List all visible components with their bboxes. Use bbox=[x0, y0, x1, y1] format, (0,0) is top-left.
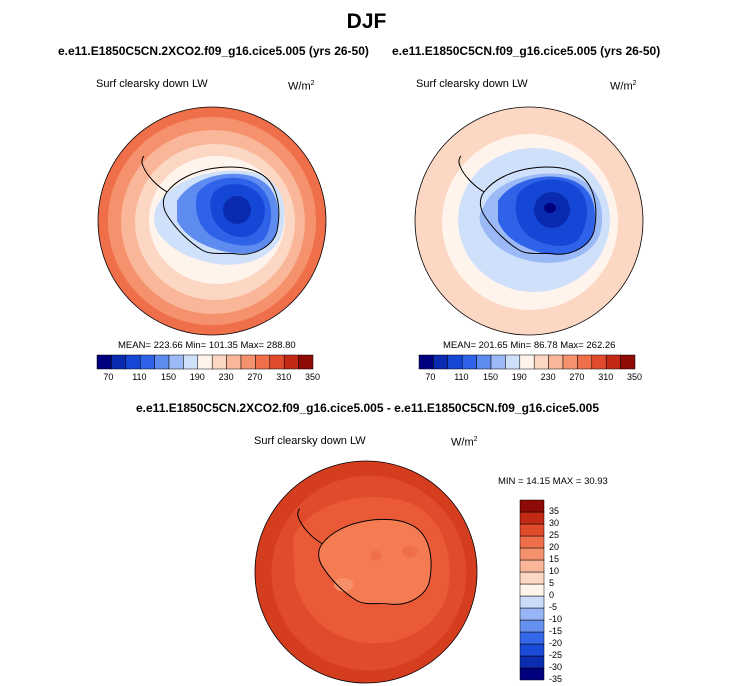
panel1-colorbar-swatch bbox=[168, 354, 184, 370]
panel2-colorbar-swatch bbox=[476, 354, 492, 370]
panel1-colorbar-swatch bbox=[298, 354, 314, 370]
panel3-stats: MIN = 14.15 MAX = 30.93 bbox=[498, 476, 608, 487]
panel2-polar-map bbox=[414, 106, 644, 336]
panel2-colorbar-swatch bbox=[548, 354, 564, 370]
panel3-colorbar-tick-label: -10 bbox=[549, 614, 563, 624]
panel2-case-title: e.e11.E1850C5CN.f09_g16.cice5.005 (yrs 2… bbox=[392, 44, 661, 58]
panel3-colorbar-swatch bbox=[519, 499, 545, 513]
panel2-colorbar-tick-label: 70 bbox=[425, 372, 436, 382]
panel3-colorbar-tick-label: -5 bbox=[549, 602, 558, 612]
panel2-colorbar-swatch bbox=[577, 354, 593, 370]
panel1-colorbar-swatch bbox=[125, 354, 141, 370]
panel3-case-title: e.e11.E1850C5CN.2XCO2.f09_g16.cice5.005 … bbox=[136, 401, 599, 415]
panel3-colorbar-tick-label: 10 bbox=[549, 566, 560, 576]
panel3-units: W/m2 bbox=[451, 436, 478, 449]
panel2-stats: MEAN= 201.65 Min= 86.78 Max= 262.26 bbox=[443, 340, 616, 351]
panel3-colorbar-tick-label: 5 bbox=[549, 578, 555, 588]
panel2-colorbar-swatch bbox=[533, 354, 549, 370]
panel1-colorbar-swatch bbox=[154, 354, 170, 370]
panel3-colorbar-tick-label: 35 bbox=[549, 506, 560, 516]
panel1-case-title: e.e11.E1850C5CN.2XCO2.f09_g16.cice5.005 … bbox=[58, 44, 369, 58]
panel2-colorbar-tick-label: 310 bbox=[598, 372, 614, 382]
panel3-colorbar-swatch bbox=[519, 559, 545, 573]
panel3-colorbar-tick-label: 25 bbox=[549, 530, 560, 540]
panel3-variable-label: Surf clearsky down LW bbox=[254, 435, 366, 447]
panel2-colorbar-swatch bbox=[505, 354, 521, 370]
panel1-variable-label: Surf clearsky down LW bbox=[96, 78, 208, 90]
panel2-colorbar-ticks: 70 110 150 190 230 270 310 350 bbox=[419, 372, 642, 384]
panel3-colorbar-tick-label: 15 bbox=[549, 554, 560, 564]
panel3-colorbar-swatch bbox=[519, 595, 545, 609]
panel1-colorbar-swatch bbox=[226, 354, 242, 370]
panel3-colorbar-swatch bbox=[519, 571, 545, 585]
panel3-colorbar-swatch bbox=[519, 631, 545, 645]
panel1-colorbar-swatch bbox=[183, 354, 199, 370]
panel3-colorbar-tick-label: -35 bbox=[549, 674, 563, 684]
panel3-colorbar-tick-label: 20 bbox=[549, 542, 560, 552]
panel2-colorbar-swatch bbox=[591, 354, 607, 370]
panel3-colorbar-swatch bbox=[519, 523, 545, 537]
panel1-colorbar-swatch bbox=[240, 354, 256, 370]
panel1-colorbar-tick-label: 70 bbox=[103, 372, 114, 382]
panel1-colorbar-swatch bbox=[255, 354, 271, 370]
panel2-colorbar-tick-label: 230 bbox=[540, 372, 556, 382]
panel1-colorbar-tick-label: 310 bbox=[276, 372, 292, 382]
panel2-colorbar bbox=[418, 354, 636, 370]
panel3-colorbar-tick-label: -20 bbox=[549, 638, 563, 648]
panel3-colorbar-swatch bbox=[519, 607, 545, 621]
panel2-colorbar-swatch bbox=[562, 354, 578, 370]
panel2-units: W/m2 bbox=[610, 80, 637, 93]
panel3-colorbar-tick-label: -25 bbox=[549, 650, 563, 660]
panel3-colorbar-tick-label: -30 bbox=[549, 662, 563, 672]
panel2-colorbar-tick-label: 190 bbox=[511, 372, 527, 382]
panel3-colorbar-ticks: 35 30 25 20 15 10 5 0 -5 -10 -15 -20 -25 -30 -35 bbox=[549, 500, 579, 684]
panel2-colorbar-swatch bbox=[447, 354, 463, 370]
panel1-colorbar-ticks: 70 110 150 190 230 270 310 350 bbox=[97, 372, 320, 384]
panel1-colorbar bbox=[96, 354, 314, 370]
panel1-colorbar-tick-label: 110 bbox=[132, 372, 147, 382]
panel3-colorbar-swatch bbox=[519, 643, 545, 657]
panel1-colorbar-swatch bbox=[111, 354, 127, 370]
panel1-colorbar-swatch bbox=[139, 354, 155, 370]
panel1-colorbar-tick-label: 230 bbox=[218, 372, 234, 382]
panel1-colorbar-swatch bbox=[211, 354, 227, 370]
panel2-colorbar-swatch bbox=[490, 354, 506, 370]
panel1-colorbar-tick-label: 350 bbox=[305, 372, 321, 382]
panel1-colorbar-swatch bbox=[96, 354, 112, 370]
panel1-units: W/m2 bbox=[288, 80, 315, 93]
panel1-colorbar-tick-label: 190 bbox=[189, 372, 205, 382]
panel1-colorbar-swatch bbox=[197, 354, 213, 370]
panel3-colorbar-swatch bbox=[519, 667, 545, 681]
panel3-colorbar-tick-label: 0 bbox=[549, 590, 555, 600]
panel3-colorbar-swatch bbox=[519, 511, 545, 525]
panel3-colorbar-swatch bbox=[519, 535, 545, 549]
panel1-colorbar-swatch bbox=[283, 354, 299, 370]
panel2-colorbar-tick-label: 350 bbox=[627, 372, 643, 382]
panel3-colorbar-swatch bbox=[519, 583, 545, 597]
panel3-colorbar-swatch bbox=[519, 655, 545, 669]
panel1-polar-map bbox=[97, 106, 327, 336]
panel2-colorbar-swatch bbox=[519, 354, 535, 370]
panel2-variable-label: Surf clearsky down LW bbox=[416, 78, 528, 90]
panel2-colorbar-swatch bbox=[605, 354, 621, 370]
panel3-colorbar-tick-label: 30 bbox=[549, 518, 560, 528]
panel1-stats: MEAN= 223.66 Min= 101.35 Max= 288.80 bbox=[118, 340, 296, 351]
panel2-colorbar-tick-label: 110 bbox=[454, 372, 469, 382]
panel2-colorbar-swatch bbox=[461, 354, 477, 370]
panel3-colorbar bbox=[519, 499, 545, 681]
panel2-colorbar-tick-label: 150 bbox=[483, 372, 499, 382]
panel3-colorbar-swatch bbox=[519, 547, 545, 561]
panel3-colorbar-swatch bbox=[519, 619, 545, 633]
panel2-colorbar-swatch bbox=[418, 354, 434, 370]
panel1-colorbar-tick-label: 150 bbox=[161, 372, 177, 382]
panel1-colorbar-tick-label: 270 bbox=[247, 372, 263, 382]
panel3-colorbar-tick-label: -15 bbox=[549, 626, 563, 636]
panel1-colorbar-swatch bbox=[269, 354, 285, 370]
panel2-colorbar-tick-label: 270 bbox=[569, 372, 585, 382]
figure-title: DJF bbox=[346, 10, 387, 33]
panel2-colorbar-swatch bbox=[620, 354, 636, 370]
panel2-colorbar-swatch bbox=[433, 354, 449, 370]
panel3-polar-map bbox=[254, 460, 478, 684]
